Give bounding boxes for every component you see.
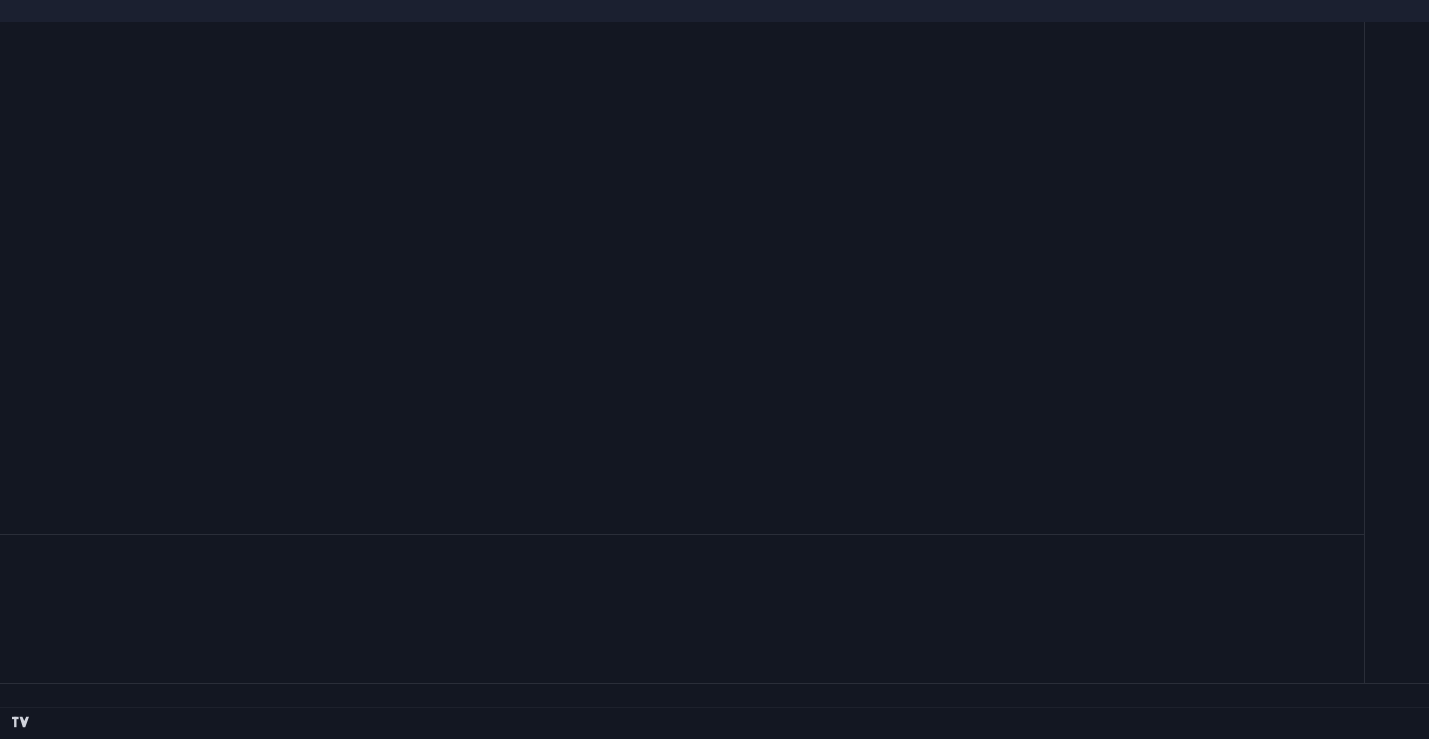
bottom-bar xyxy=(0,707,1429,739)
attribution-bar xyxy=(0,0,1429,22)
rsi-pane[interactable] xyxy=(0,536,1364,683)
tradingview-mark-icon xyxy=(12,716,29,728)
price-scale[interactable] xyxy=(1364,22,1429,683)
pane-separator xyxy=(0,534,1364,535)
price-chart-svg xyxy=(0,22,1364,534)
rsi-chart-svg xyxy=(0,536,1364,683)
tradingview-logo[interactable] xyxy=(12,716,35,728)
price-pane[interactable] xyxy=(0,22,1364,534)
time-scale[interactable] xyxy=(0,683,1429,707)
